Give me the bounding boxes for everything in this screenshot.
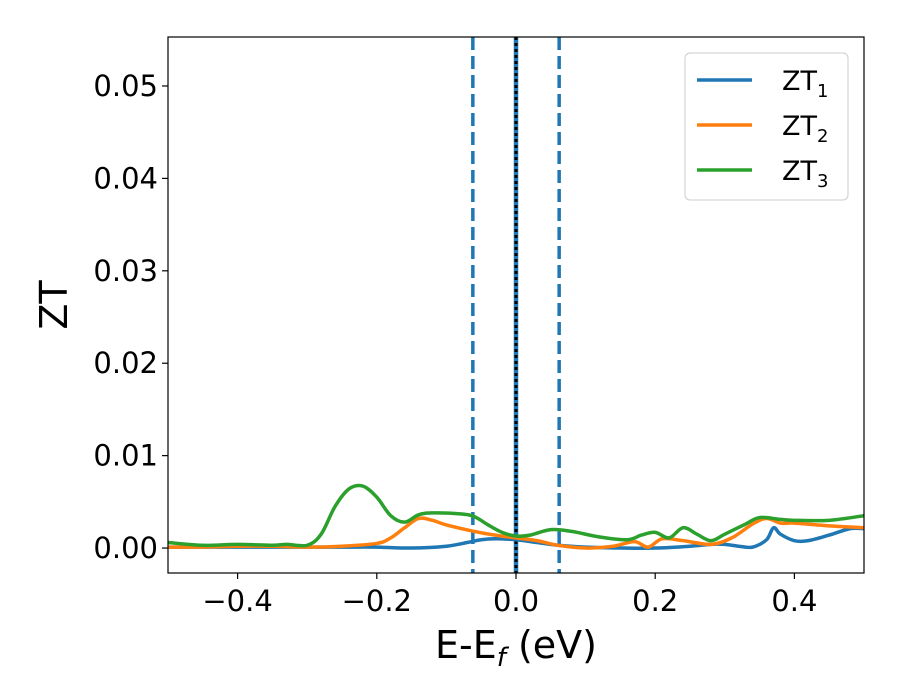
y-tick-label: 0.04 [93, 161, 158, 195]
legend-label-2: ZT2 [782, 111, 828, 147]
y-tick-label: 0.01 [93, 439, 158, 473]
legend-box [684, 52, 849, 201]
x-tick-label: −0.4 [202, 584, 272, 618]
series-line-3 [168, 483, 864, 548]
x-tick-label: 0.4 [771, 584, 817, 618]
axis-ticks: −0.4 −0.2 0.0 0.2 0.4 0.00 0.01 0.02 0.03 0.04 0.0… [93, 69, 817, 618]
x-tick-label: 0.0 [493, 584, 539, 618]
y-tick-label: 0.05 [93, 69, 158, 103]
series-line-2 [168, 516, 864, 550]
legend: ZT1 ZT2 ZT3 [684, 52, 849, 201]
x-tick-label: 0.2 [632, 584, 678, 618]
y-axis-label: ZT [32, 280, 76, 330]
plot-series-layer [168, 37, 864, 573]
legend-label-1: ZT1 [782, 66, 828, 102]
y-tick-label: 0.00 [93, 531, 158, 565]
y-tick-label: 0.03 [93, 254, 158, 288]
y-tick-label: 0.02 [93, 346, 158, 380]
x-tick-label: −0.2 [342, 584, 412, 618]
x-axis-label: E-Ef (eV) [435, 623, 597, 673]
legend-label-3: ZT3 [782, 156, 828, 192]
